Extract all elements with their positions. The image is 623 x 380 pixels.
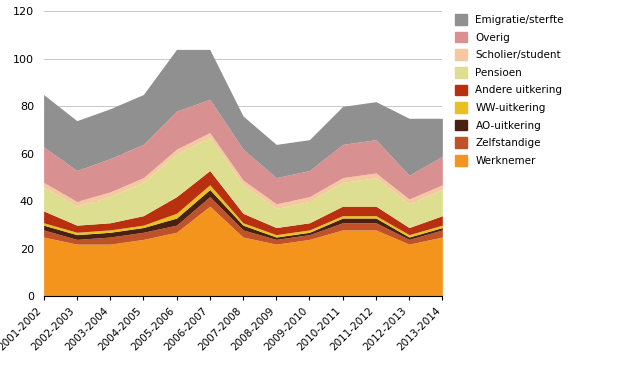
Legend: Emigratie/sterfte, Overig, Scholier/student, Pensioen, Andere uitkering, WW-uitk: Emigratie/sterfte, Overig, Scholier/stud… (452, 11, 567, 169)
